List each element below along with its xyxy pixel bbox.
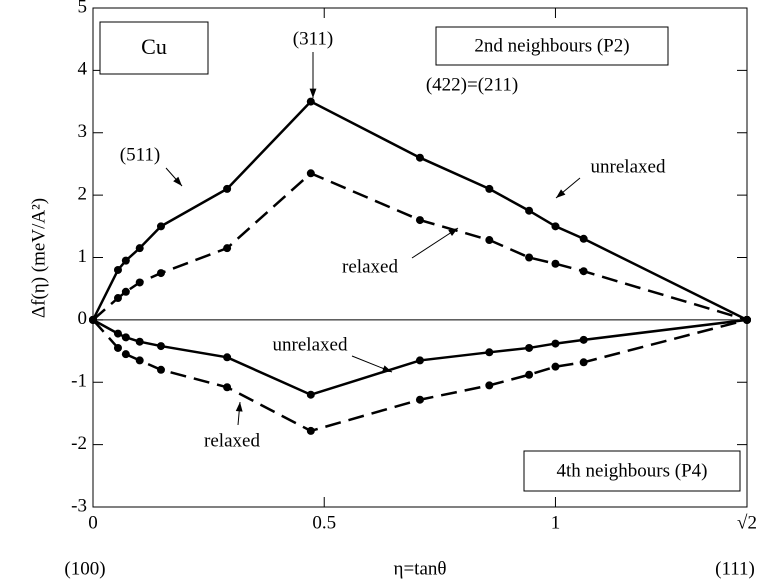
x-end-label: (111) — [715, 558, 755, 579]
data-point — [135, 278, 144, 287]
data-point — [223, 353, 232, 362]
data-point — [113, 329, 122, 338]
y-tick-label: -1 — [71, 371, 87, 392]
data-point — [579, 234, 588, 243]
y-tick-label: 3 — [78, 121, 88, 142]
arrow-head — [382, 365, 392, 372]
data-point — [579, 358, 588, 367]
x-axis-label: η=tanθ — [394, 558, 447, 579]
series-line — [92, 171, 748, 322]
data-point — [89, 315, 97, 324]
x-end-label: (100) — [64, 558, 105, 579]
data-point — [156, 269, 165, 278]
data-point — [121, 256, 130, 265]
y-tick-label: 2 — [78, 183, 88, 204]
data-point — [551, 222, 560, 231]
data-point — [113, 343, 122, 352]
data-point — [525, 343, 534, 352]
data-point — [135, 244, 144, 253]
annotation: relaxed — [204, 430, 260, 451]
data-point — [223, 184, 232, 193]
arrow-head — [235, 402, 243, 412]
y-axis-label: Δf(η) (meV/A²) — [28, 198, 49, 318]
label-box — [435, 26, 669, 66]
x-tick-label: 1 — [551, 512, 561, 533]
data-point — [306, 426, 315, 435]
data-point — [551, 259, 560, 268]
data-point — [485, 381, 494, 390]
data-point — [525, 253, 534, 262]
series-line — [91, 100, 748, 321]
data-point — [306, 97, 315, 106]
data-point — [485, 236, 494, 245]
data-point — [743, 315, 751, 324]
data-point — [579, 335, 588, 344]
data-point — [121, 287, 130, 296]
data-point — [579, 267, 588, 276]
y-tick-label: -2 — [71, 433, 87, 454]
annotation: unrelaxed — [273, 334, 348, 355]
arrow-head — [309, 88, 317, 98]
arrow-head — [556, 189, 566, 198]
data-point — [135, 337, 144, 346]
box-label: 2nd neighbours (P2) — [474, 35, 629, 56]
x-tick-label: 0 — [88, 512, 98, 533]
box-label: 4th neighbours (P4) — [557, 460, 708, 481]
data-point — [415, 395, 424, 404]
data-point — [551, 339, 560, 348]
x-tick-label: 0.5 — [312, 512, 336, 533]
data-point — [306, 390, 315, 399]
data-point — [121, 350, 130, 359]
data-point — [485, 348, 494, 357]
data-point — [415, 356, 424, 365]
data-point — [415, 216, 424, 225]
x-tick-label: √2 — [737, 512, 757, 533]
data-point — [113, 265, 122, 274]
data-point — [551, 362, 560, 371]
data-point — [415, 153, 424, 162]
data-point — [485, 184, 494, 193]
data-point — [156, 222, 165, 231]
annotation: (422)=(211) — [426, 74, 518, 95]
data-point — [223, 244, 232, 253]
annotation: unrelaxed — [591, 156, 666, 177]
annotation: (311) — [293, 28, 333, 49]
annotation: relaxed — [342, 256, 398, 277]
y-tick-label: 5 — [78, 0, 88, 17]
box-label: Cu — [141, 34, 167, 59]
plot-frame — [92, 7, 748, 508]
data-point — [525, 206, 534, 215]
data-point — [306, 169, 315, 178]
label-box — [523, 450, 741, 492]
data-point — [121, 333, 130, 342]
series-line — [92, 318, 748, 433]
y-tick-label: 1 — [78, 246, 88, 267]
arrow-head — [448, 228, 458, 237]
data-point — [525, 370, 534, 379]
data-point — [156, 342, 165, 351]
y-tick-label: 0 — [78, 308, 88, 329]
y-tick-label: -3 — [71, 495, 87, 516]
label-box — [99, 21, 209, 75]
arrow-head — [173, 176, 182, 186]
annotation: (511) — [120, 144, 160, 165]
data-point — [223, 383, 232, 392]
y-tick-label: 4 — [78, 59, 88, 80]
data-point — [113, 294, 122, 303]
data-point — [156, 365, 165, 374]
data-point — [135, 356, 144, 365]
